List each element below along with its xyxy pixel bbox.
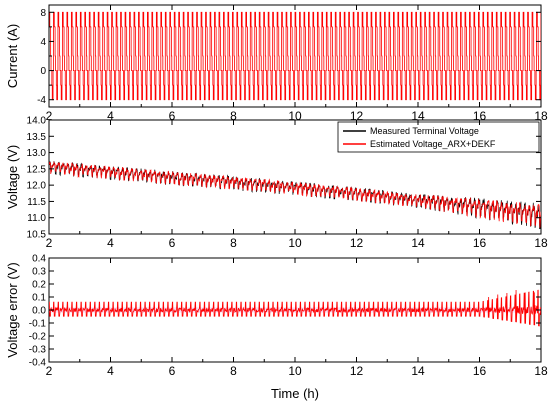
x-tick-label: 10 (288, 236, 302, 250)
y-axis-title: Voltage (V) (5, 145, 20, 209)
y-tick-label: -0.2 (29, 332, 47, 343)
x-tick-label: 2 (46, 364, 53, 378)
y-axis-title: Voltage error (V) (5, 262, 20, 357)
panel-voltage: Measured Terminal Voltage Estimated Volta… (5, 116, 548, 251)
y-tick-label: 13.5 (27, 132, 47, 143)
y-tick-label: -0.1 (29, 319, 47, 330)
x-tick-label: 16 (473, 236, 487, 250)
x-tick-label: 14 (411, 364, 425, 378)
y-tick-label: -4 (37, 95, 46, 106)
plot-area (49, 289, 541, 327)
legend: Measured Terminal Voltage Estimated Volta… (337, 121, 540, 153)
x-tick-label: 6 (169, 364, 176, 378)
y-tick-label: -0.3 (29, 345, 47, 356)
x-tick-label: 16 (473, 364, 487, 378)
x-tick-label: 8 (230, 236, 237, 250)
plot-area (49, 160, 541, 230)
x-tick-label: 4 (107, 236, 114, 250)
y-tick-label: 11.0 (27, 213, 46, 224)
y-tick-label: 0.1 (32, 293, 46, 304)
series-current (49, 11, 541, 101)
legend-box (337, 121, 540, 153)
x-tick-label: 18 (534, 364, 548, 378)
x-tick-label: 10 (288, 364, 302, 378)
y-tick-label: 8 (40, 8, 46, 19)
x-tick-label: 6 (169, 236, 176, 250)
x-tick-label: 12 (350, 236, 364, 250)
y-tick-label: 12.5 (27, 164, 47, 175)
y-tick-label: 0.3 (32, 267, 46, 278)
x-tick-label: 4 (107, 364, 114, 378)
y-tick-label: 12.0 (27, 181, 47, 192)
y-tick-label: -0.4 (29, 358, 47, 369)
x-tick-label: 8 (230, 109, 237, 123)
y-tick-label: 0.4 (32, 254, 46, 265)
panel-voltage_error: 2 4 6 8 10 12 14 16 18 -0.4 -0.3 -0.2 -0.1 0.0 0.1 0.2 0… (5, 254, 548, 402)
x-tick-label: 6 (169, 109, 176, 123)
y-tick-label: 14.0 (27, 116, 47, 127)
y-tick-label: 0 (40, 66, 46, 77)
x-axis-title: Time (h) (271, 386, 319, 401)
y-tick-label: 10.5 (27, 230, 47, 241)
y-tick-label: 4 (40, 37, 46, 48)
x-tick-label: 2 (46, 109, 53, 123)
y-tick-label: 11.5 (27, 197, 46, 208)
x-tick-label: 8 (230, 364, 237, 378)
y-tick-label: 0.0 (32, 306, 46, 317)
plot-area (49, 11, 541, 101)
series-estimated-voltage (49, 161, 541, 228)
series-voltage-error (49, 289, 541, 327)
x-tick-label: 4 (107, 109, 114, 123)
x-tick-label: 14 (411, 236, 425, 250)
x-tick-label: 18 (534, 236, 548, 250)
x-tick-label: 2 (46, 236, 53, 250)
legend-label: Estimated Voltage_ARX+DEKF (370, 139, 496, 149)
y-tick-label: 0.2 (32, 280, 46, 291)
x-tick-label: 12 (350, 364, 364, 378)
y-tick-label: 13.0 (27, 148, 47, 159)
legend-label: Measured Terminal Voltage (370, 126, 479, 136)
y-axis-title: Current (A) (5, 24, 20, 88)
